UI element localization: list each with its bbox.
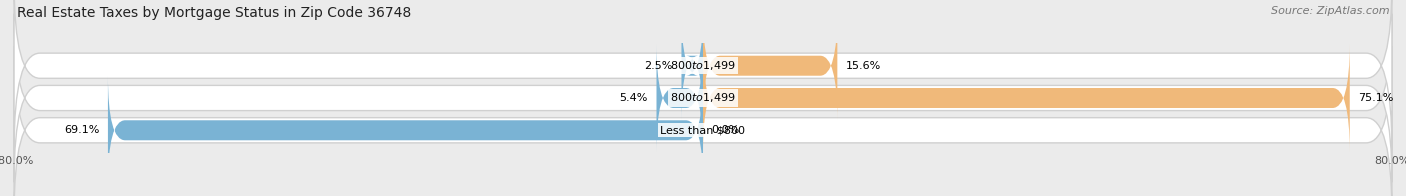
FancyBboxPatch shape [657, 44, 703, 152]
FancyBboxPatch shape [14, 46, 1392, 196]
Text: 69.1%: 69.1% [63, 125, 100, 135]
Text: 2.5%: 2.5% [644, 61, 673, 71]
FancyBboxPatch shape [703, 44, 1350, 152]
FancyBboxPatch shape [108, 76, 703, 185]
Text: Less than $800: Less than $800 [661, 125, 745, 135]
Text: 75.1%: 75.1% [1358, 93, 1393, 103]
Text: Source: ZipAtlas.com: Source: ZipAtlas.com [1271, 6, 1389, 16]
Text: 0.0%: 0.0% [711, 125, 740, 135]
Text: $800 to $1,499: $800 to $1,499 [671, 59, 735, 72]
FancyBboxPatch shape [14, 14, 1392, 182]
FancyBboxPatch shape [682, 11, 703, 120]
FancyBboxPatch shape [14, 0, 1392, 150]
Text: 5.4%: 5.4% [620, 93, 648, 103]
Text: 15.6%: 15.6% [846, 61, 882, 71]
FancyBboxPatch shape [703, 11, 838, 120]
Text: $800 to $1,499: $800 to $1,499 [671, 92, 735, 104]
Text: Real Estate Taxes by Mortgage Status in Zip Code 36748: Real Estate Taxes by Mortgage Status in … [17, 6, 411, 20]
